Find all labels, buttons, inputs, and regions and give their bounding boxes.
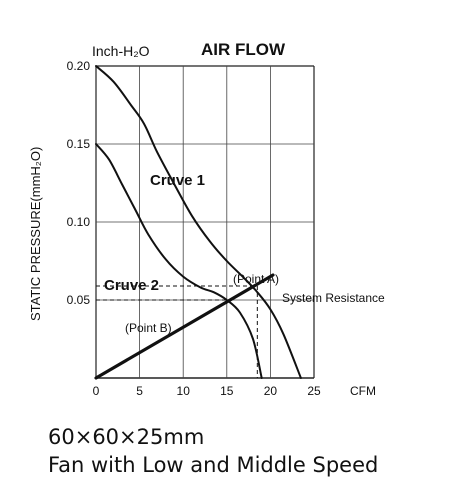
system-resistance-line bbox=[94, 273, 275, 380]
system-resistance-label: System Resistance bbox=[282, 291, 385, 305]
y-tick-label: 0.15 bbox=[67, 137, 91, 151]
y-tick-label: 0.05 bbox=[67, 293, 91, 307]
point-a-label: (Point A) bbox=[233, 272, 279, 286]
y-unit-label: Inch-H₂O bbox=[92, 43, 150, 59]
chart-title: AIR FLOW bbox=[201, 40, 286, 59]
y-tick-label: 0.20 bbox=[67, 59, 91, 73]
y-axis-label: STATIC PRESSURE(mmH₂O) bbox=[28, 147, 43, 321]
x-tick-label: 0 bbox=[93, 384, 100, 398]
point-b-label: (Point B) bbox=[125, 321, 172, 335]
x-tick-label: 10 bbox=[177, 384, 191, 398]
x-tick-label: 5 bbox=[136, 384, 143, 398]
y-tick-label: 0.10 bbox=[67, 215, 91, 229]
x-axis-label: CFM bbox=[350, 384, 376, 398]
grid bbox=[95, 65, 315, 379]
x-tick-label: 15 bbox=[220, 384, 234, 398]
curve-2-line bbox=[95, 143, 263, 379]
caption-size: 60×60×25mm bbox=[48, 425, 205, 449]
curves bbox=[94, 65, 302, 380]
curve-1-label: Cruve 1 bbox=[150, 172, 205, 189]
chart-text: Inch-H₂O AIR FLOW CFM STATIC PRESSURE(mm… bbox=[28, 40, 385, 398]
caption-description: Fan with Low and Middle Speed bbox=[48, 453, 379, 477]
x-tick-label: 20 bbox=[264, 384, 278, 398]
curve-1-line bbox=[95, 65, 302, 379]
x-tick-label: 25 bbox=[307, 384, 321, 398]
curve-2-label: Cruve 2 bbox=[104, 277, 159, 294]
tick-labels: 0 5 10 15 20 25 0.05 0.10 0.15 0.20 bbox=[67, 59, 321, 398]
